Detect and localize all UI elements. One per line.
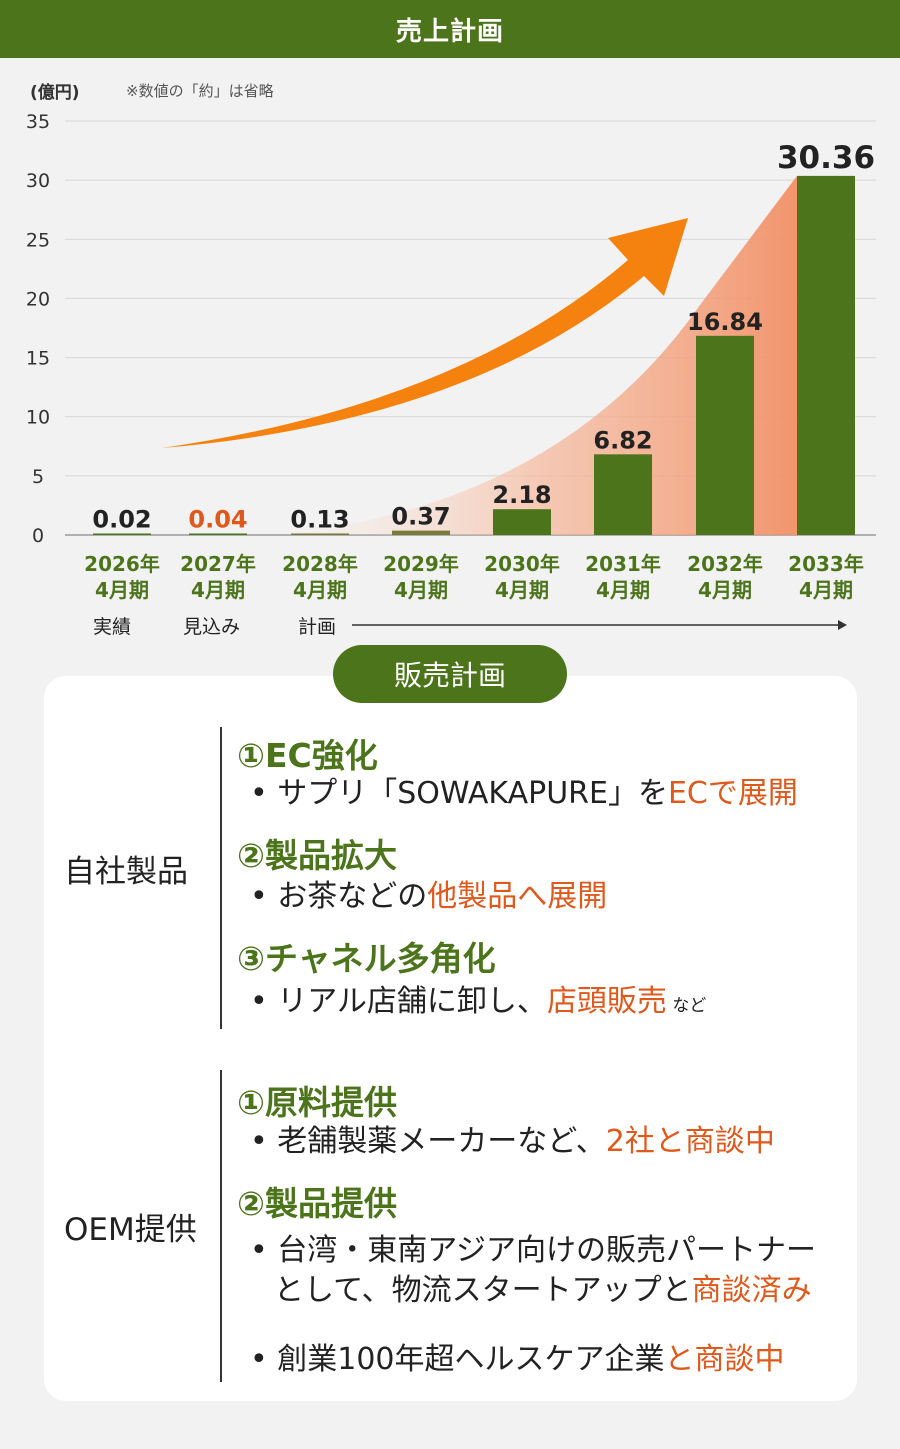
bullet-partner-cont: として、物流スタートアップと商談済み — [274, 1273, 812, 1308]
bullet-channel: • リアル店舗に卸し、店頭販売 など — [250, 984, 707, 1019]
bar-value-label: 0.37 — [391, 503, 450, 531]
bar — [696, 335, 754, 535]
y-tick-label: 10 — [26, 407, 50, 429]
bar — [392, 530, 450, 535]
x-tick-year: 2030年 — [484, 552, 560, 576]
sales-bar-chart: 0.02 0.04 0.13 0.37 2.18 6.82 16.84 30.36 35 30 2… — [26, 111, 876, 602]
x-tick-period: 4月期 — [596, 578, 650, 602]
x-tick-year: 2026年 — [84, 552, 160, 576]
y-tick-label: 25 — [26, 229, 50, 251]
item-channel-head: ③チャネル多角化 — [237, 939, 496, 978]
chart-title: 売上計画 — [395, 16, 504, 47]
bar-value-label: 0.04 — [188, 506, 247, 534]
x-tick-year: 2028年 — [282, 552, 358, 576]
bar-value-label: 6.82 — [593, 426, 652, 454]
divider-own-products — [220, 727, 222, 1029]
x-tick-period: 4月期 — [799, 578, 853, 602]
divider-oem — [220, 1070, 222, 1382]
bar — [594, 454, 652, 535]
x-tick-period: 4月期 — [394, 578, 448, 602]
period-plan: 計画 — [298, 616, 337, 638]
bullet-ec: • サプリ「SOWAKAPURE」をECで展開 — [250, 776, 798, 811]
bar-value-label: 0.13 — [290, 505, 349, 533]
note-text: ※数値の「約」は省略 — [126, 82, 274, 100]
item-product-head: ②製品拡大 — [237, 836, 397, 875]
y-tick-label: 0 — [32, 525, 44, 547]
bullet-material: • 老舗製薬メーカーなど、2社と商談中 — [250, 1124, 775, 1159]
sales-plan-title: 販売計画 — [333, 645, 567, 703]
bullet-partner: • 台湾・東南アジア向けの販売パートナー — [250, 1233, 817, 1268]
bullet-product: • お茶などの他製品へ展開 — [250, 879, 608, 914]
sales-plan-panel — [44, 676, 857, 1401]
y-tick-label: 5 — [32, 466, 44, 488]
x-tick-year: 2032年 — [687, 552, 763, 576]
x-tick-year: 2033年 — [788, 552, 864, 576]
x-tick-year: 2027年 — [180, 552, 256, 576]
x-tick-year: 2031年 — [585, 552, 661, 576]
period-forecast: 見込み — [183, 616, 241, 638]
y-tick-label: 20 — [26, 288, 50, 310]
bar — [93, 533, 151, 535]
bullet-healthcare: • 創業100年超ヘルスケア企業と商談中 — [250, 1342, 785, 1377]
growth-area — [280, 175, 797, 535]
x-tick-period: 4月期 — [191, 578, 245, 602]
item-ec-head: ①EC強化 — [237, 736, 378, 775]
plan-arrow-icon — [352, 620, 847, 630]
bar-value-label: 30.36 — [777, 140, 875, 176]
bar-value-label: 16.84 — [687, 308, 763, 336]
category-own-products: 自社製品 — [64, 854, 188, 890]
y-tick-label: 35 — [26, 111, 50, 133]
period-actual: 実績 — [93, 616, 132, 638]
chart-header: 売上計画 — [0, 0, 900, 58]
bar-value-label: 2.18 — [492, 481, 551, 509]
x-tick-period: 4月期 — [495, 578, 549, 602]
x-tick-year: 2029年 — [383, 552, 459, 576]
category-oem: OEM提供 — [64, 1212, 197, 1248]
bar — [797, 175, 855, 535]
item-oem-product-head: ②製品提供 — [237, 1184, 397, 1223]
bar — [291, 533, 349, 535]
bar — [189, 533, 247, 535]
item-material-head: ①原料提供 — [237, 1083, 397, 1122]
growth-arrow-icon — [162, 218, 688, 448]
y-tick-label: 30 — [26, 170, 50, 192]
y-tick-label: 15 — [26, 348, 50, 370]
x-tick-period: 4月期 — [95, 578, 149, 602]
bar — [493, 509, 551, 535]
bar-value-label: 0.02 — [92, 506, 151, 534]
x-tick-period: 4月期 — [293, 578, 347, 602]
x-tick-period: 4月期 — [698, 578, 752, 602]
unit-label: (億円) — [30, 83, 80, 103]
